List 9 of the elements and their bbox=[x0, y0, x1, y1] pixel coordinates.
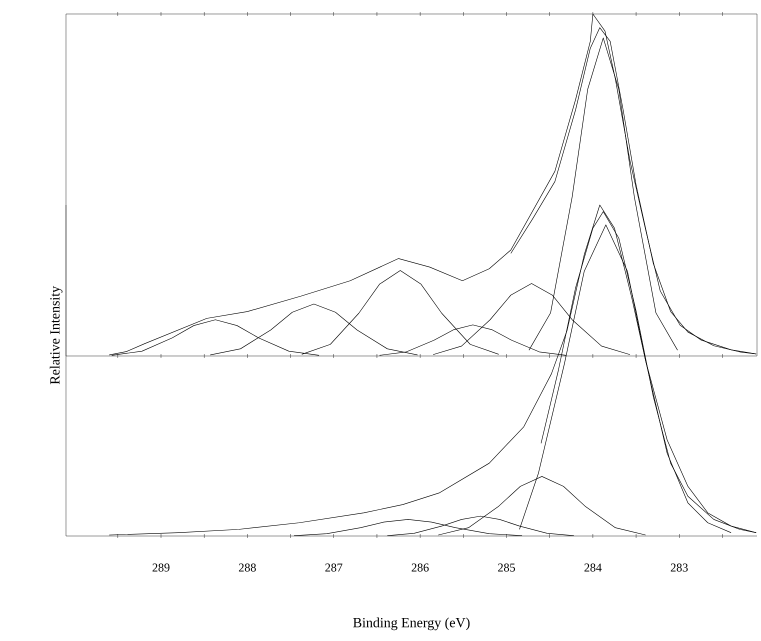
y-axis-title: Relative Intensity bbox=[50, 286, 62, 384]
x-tick-label: 283 bbox=[670, 564, 688, 572]
x-tick-label: 284 bbox=[584, 564, 602, 572]
x-tick-label: 288 bbox=[238, 564, 256, 572]
x-tick-label: 287 bbox=[325, 564, 342, 572]
x-axis-title: Binding Energy (eV) bbox=[353, 618, 470, 630]
x-tick-label: 286 bbox=[412, 564, 429, 572]
x-tick-label: 289 bbox=[152, 564, 170, 572]
x-tick-label: 285 bbox=[498, 564, 516, 572]
